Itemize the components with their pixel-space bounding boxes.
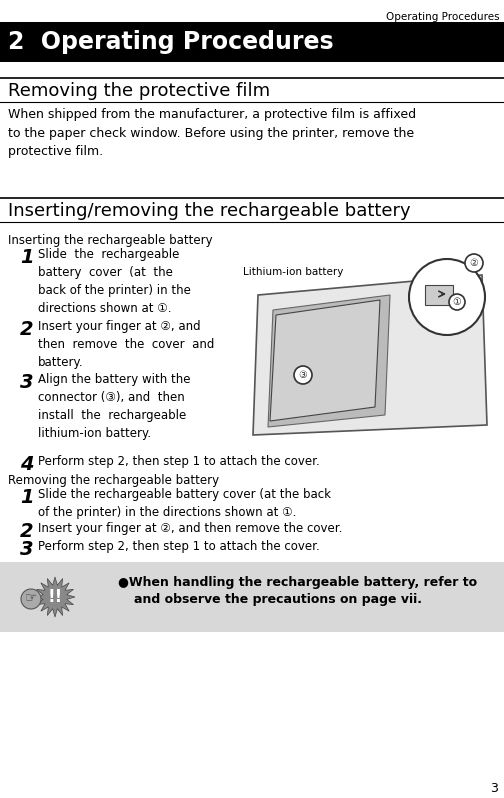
- Polygon shape: [268, 295, 390, 427]
- Bar: [248, 245, 492, 445]
- Text: !!: !!: [47, 588, 62, 606]
- Text: ②: ②: [470, 258, 478, 268]
- Text: 1: 1: [20, 248, 34, 267]
- Polygon shape: [270, 300, 380, 421]
- Circle shape: [465, 254, 483, 272]
- Text: 2: 2: [20, 320, 34, 339]
- Text: 4: 4: [20, 455, 34, 474]
- Text: Align the battery with the
connector (③), and  then
install  the  rechargeable
l: Align the battery with the connector (③)…: [38, 373, 191, 440]
- Text: 3: 3: [20, 373, 34, 392]
- Text: Removing the protective film: Removing the protective film: [8, 82, 270, 100]
- Text: Operating Procedures: Operating Procedures: [387, 12, 500, 22]
- Text: Lithium-ion battery: Lithium-ion battery: [243, 267, 343, 277]
- Text: 2: 2: [20, 522, 34, 541]
- Text: Slide  the  rechargeable
battery  cover  (at  the
back of the printer) in the
di: Slide the rechargeable battery cover (at…: [38, 248, 191, 315]
- Text: When shipped from the manufacturer, a protective film is affixed
to the paper ch: When shipped from the manufacturer, a pr…: [8, 108, 416, 158]
- Text: and observe the precautions on page vii.: and observe the precautions on page vii.: [134, 593, 422, 606]
- Text: ①: ①: [453, 297, 461, 307]
- Text: Insert your finger at ②, and then remove the cover.: Insert your finger at ②, and then remove…: [38, 522, 342, 535]
- Text: Inserting the rechargeable battery: Inserting the rechargeable battery: [8, 234, 213, 247]
- Text: 3: 3: [490, 782, 498, 795]
- Text: Removing the rechargeable battery: Removing the rechargeable battery: [8, 474, 219, 487]
- Bar: [0, 562, 504, 632]
- Text: Inserting/removing the rechargeable battery: Inserting/removing the rechargeable batt…: [8, 202, 411, 220]
- Text: ●When handling the rechargeable battery, refer to: ●When handling the rechargeable battery,…: [118, 576, 477, 589]
- Circle shape: [409, 259, 485, 335]
- Text: 3: 3: [20, 540, 34, 559]
- Circle shape: [294, 366, 312, 384]
- Polygon shape: [35, 577, 75, 617]
- Text: Insert your finger at ②, and
then  remove  the  cover  and
battery.: Insert your finger at ②, and then remove…: [38, 320, 214, 369]
- Text: Slide the rechargeable battery cover (at the back
of the printer) in the directi: Slide the rechargeable battery cover (at…: [38, 488, 331, 519]
- Bar: [425, 285, 453, 305]
- Text: Perform step 2, then step 1 to attach the cover.: Perform step 2, then step 1 to attach th…: [38, 540, 320, 553]
- Text: 1: 1: [20, 488, 34, 507]
- Polygon shape: [253, 275, 487, 435]
- Text: 2  Operating Procedures: 2 Operating Procedures: [8, 30, 334, 54]
- Text: ☞: ☞: [25, 590, 37, 604]
- Text: Perform step 2, then step 1 to attach the cover.: Perform step 2, then step 1 to attach th…: [38, 455, 320, 468]
- Text: ③: ③: [299, 370, 307, 380]
- Bar: [0, 22, 504, 62]
- Circle shape: [21, 589, 41, 609]
- Circle shape: [449, 294, 465, 310]
